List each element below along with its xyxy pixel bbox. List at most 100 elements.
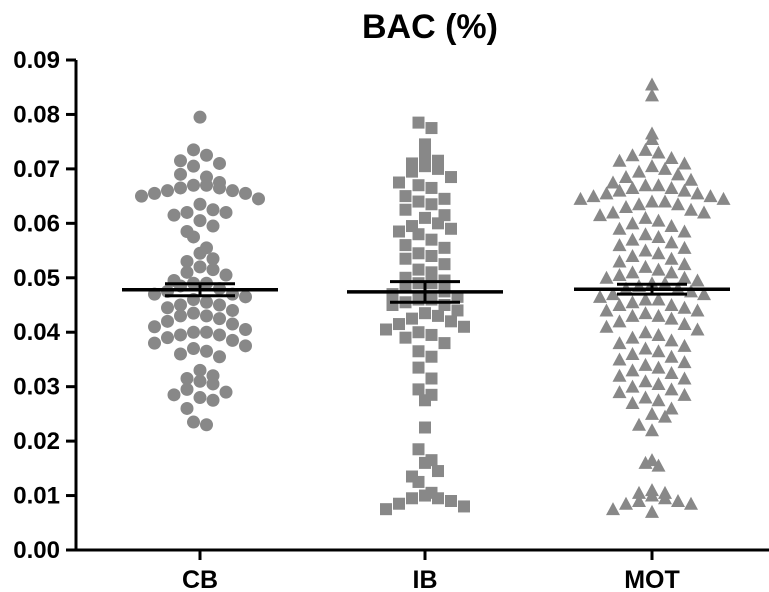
data-point-circle [161,301,174,315]
data-point-circle [213,298,226,312]
data-point-circle [180,372,194,385]
data-point-square [425,486,438,499]
data-point-triangle [593,208,607,222]
data-point-triangle [697,287,711,301]
data-point-circle [174,298,187,312]
data-point-square [393,318,405,331]
data-point-square [380,323,392,336]
data-point-triangle [690,303,705,317]
data-point-triangle [638,210,653,224]
data-point-square [438,192,451,205]
data-point-square [399,190,412,203]
data-point-square [438,209,451,222]
data-point-circle [174,309,187,323]
data-point-square [399,203,412,216]
data-point-square [425,181,438,194]
data-point-circle [200,241,213,255]
data-point-triangle [664,366,679,380]
data-point-circle [213,156,226,170]
data-point-circle [219,268,233,282]
data-point-triangle [632,485,646,499]
data-point-square [451,304,464,317]
data-point-square [380,503,392,516]
y-tick-label: 0.08 [13,101,60,128]
data-point-circle [193,260,207,274]
data-point-square [412,383,425,396]
data-point-triangle [651,292,666,306]
data-point-circle [187,415,200,429]
y-axis-ticks: 0.00 0.01 0.02 0.03 0.04 0.05 0.06 0.07 0.08 0.09 [13,47,76,564]
data-point-circle [206,263,220,277]
data-point-circle [174,167,187,181]
data-point-triangle [651,376,666,390]
data-point-circle [206,203,220,217]
data-point-circle [200,170,213,184]
data-point-triangle [664,265,679,279]
data-point-circle [200,309,213,323]
data-point-triangle [638,390,653,404]
data-point-triangle [612,268,627,282]
data-point-triangle [612,368,627,382]
x-category-label: CB [182,566,218,592]
data-point-triangle [612,385,627,399]
data-point-circle [226,303,239,317]
data-point-square [399,252,412,265]
data-point-triangle [684,172,698,186]
data-point-triangle [677,300,692,314]
data-point-square [419,421,431,434]
data-point-triangle [645,504,659,518]
data-point-circle [239,290,252,304]
data-point-square [406,157,418,170]
data-point-square [425,454,438,467]
data-point-triangle [677,183,692,197]
data-point-triangle [645,406,659,420]
data-point-triangle [599,186,614,200]
data-point-triangle [625,347,640,360]
data-point-triangle [599,270,614,284]
data-point-circle [135,189,148,203]
data-point-triangle [606,175,620,189]
data-point-circle [219,385,233,399]
data-point-triangle [664,311,679,325]
data-point-triangle [677,240,692,254]
data-point-triangle [619,496,633,510]
data-point-circle [200,325,213,339]
data-point-square [393,225,405,238]
data-point-triangle [677,355,692,369]
y-tick-label: 0.01 [13,483,60,510]
data-point-triangle [625,308,640,322]
data-point-triangle [625,379,640,393]
data-point-square [432,154,444,167]
data-point-square [412,263,425,276]
data-point-triangle [625,363,640,377]
data-point-triangle [690,186,705,200]
data-point-triangle [716,191,731,205]
data-point-triangle [677,224,692,238]
data-point-triangle [664,219,679,233]
data-point-square [406,220,418,233]
data-point-square [425,198,438,211]
data-point-square [419,160,431,173]
data-point-triangle [638,259,653,273]
data-point-circle [174,328,187,342]
y-tick-label: 0.03 [13,374,60,401]
data-point-square [412,195,425,208]
data-point-triangle [651,262,666,276]
data-point-triangle [586,189,601,203]
data-point-triangle [612,336,627,350]
data-point-triangle [625,148,640,162]
data-point-circle [180,401,194,415]
data-point-triangle [632,417,646,431]
data-point-square [425,350,438,363]
data-point-circle [193,197,207,211]
data-point-circle [167,208,181,222]
data-point-triangle [664,235,679,249]
data-point-triangle [651,327,666,341]
data-point-circle [174,181,187,195]
data-point-triangle [645,77,659,91]
data-point-circle [193,391,207,405]
data-point-triangle [638,325,653,339]
data-point-square [425,277,438,290]
data-point-triangle [645,483,659,497]
data-point-triangle [619,170,633,184]
